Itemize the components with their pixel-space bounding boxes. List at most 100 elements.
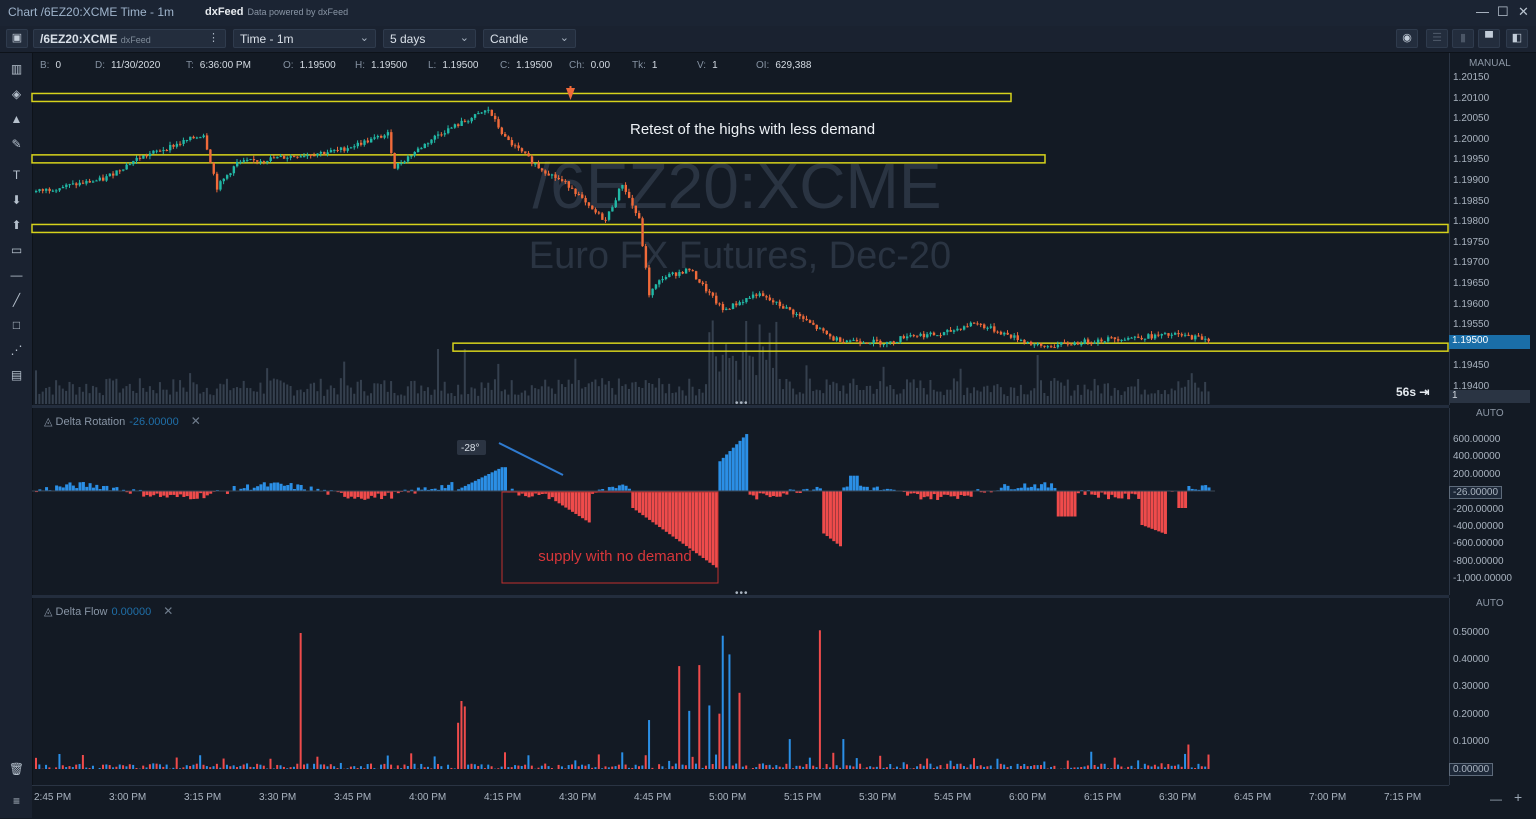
volume-bar	[1010, 387, 1012, 404]
candle-body	[105, 176, 107, 180]
candle-body	[290, 156, 292, 158]
delta-rotation-bar	[849, 476, 852, 491]
candle-body	[450, 128, 452, 129]
candle-body	[48, 189, 50, 191]
volume-bar	[889, 385, 891, 404]
angle-label: -28°	[461, 443, 479, 454]
delta-flow-bar	[1053, 766, 1055, 769]
delta-rotation-bar	[464, 486, 467, 491]
candle-body	[832, 336, 834, 340]
delta-flow-bar	[112, 767, 114, 769]
scale-mode-auto[interactable]: AUTO	[1476, 408, 1504, 419]
volume-bar	[1084, 385, 1086, 404]
scale-mode-manual[interactable]: MANUAL	[1469, 58, 1511, 69]
volume-bar	[648, 383, 650, 404]
candle-body	[554, 174, 556, 178]
zoom-in-icon[interactable]: +	[1514, 789, 1522, 805]
volume-bar	[1164, 390, 1166, 404]
delta-rotation-bar	[661, 491, 664, 529]
delta-flow-bar	[1164, 767, 1166, 769]
volume-bar	[189, 373, 191, 404]
minimize-button[interactable]: —	[1476, 4, 1489, 19]
volume-bar	[300, 390, 302, 404]
candle-body	[849, 341, 851, 342]
close-icon[interactable]: ✕	[191, 414, 201, 428]
main-price-scale[interactable]	[1449, 53, 1536, 405]
volume-bar	[1053, 378, 1055, 404]
delta-rotation-bar	[688, 491, 691, 548]
time-label: 3:45 PM	[334, 792, 371, 803]
volume-bar	[866, 386, 868, 404]
candle-body	[1063, 342, 1065, 343]
volume-bar	[226, 379, 228, 404]
volume-bar	[38, 394, 40, 404]
delta-flow-bar	[129, 764, 131, 769]
volume-bar	[635, 382, 637, 404]
scale-mode-auto[interactable]: AUTO	[1476, 598, 1504, 609]
volume-bar	[725, 344, 727, 404]
delta-flow-bar	[243, 764, 245, 769]
lock-icon[interactable]: ▮	[1452, 29, 1474, 48]
price-label: 1.19950	[1453, 154, 1489, 165]
delta-rotation-bar	[182, 491, 185, 497]
volume-bar	[380, 384, 382, 404]
delta-rotation-bar	[1187, 486, 1190, 491]
volume-bar	[387, 392, 389, 404]
candle-body	[1137, 337, 1139, 338]
close-button[interactable]: ✕	[1518, 4, 1529, 20]
candle-body	[1094, 343, 1096, 344]
template-icon[interactable]: ▀	[1478, 29, 1500, 48]
delta-flow-bar	[953, 766, 955, 769]
price-label: 1.19700	[1453, 257, 1489, 268]
candle-body	[1020, 340, 1022, 341]
delta-rotation-bar	[651, 491, 654, 522]
candle-body	[189, 137, 191, 140]
delta-rotation-bar	[645, 491, 648, 518]
pane-resize-grip[interactable]: •••	[735, 398, 749, 409]
volume-bar	[474, 389, 476, 404]
volume-bar	[986, 386, 988, 404]
candle-body	[249, 159, 251, 160]
delta-flow-bar	[337, 768, 339, 769]
candle-body	[943, 332, 945, 335]
volume-bar	[497, 364, 499, 404]
volume-tag: 1	[1449, 390, 1530, 403]
maximize-button[interactable]: ☐	[1497, 4, 1509, 20]
candle-body	[1084, 339, 1086, 344]
zoom-out-icon[interactable]: —	[1490, 792, 1502, 806]
supply-annotation: supply with no demand	[538, 548, 691, 565]
volume-bar	[839, 391, 841, 404]
candle-body	[1090, 343, 1092, 344]
candle-body	[440, 134, 442, 135]
delta-flow-bar	[648, 720, 650, 769]
delta-flow-bar	[551, 768, 553, 769]
candle-body	[692, 270, 694, 271]
candle-body	[444, 133, 446, 134]
volume-bar	[1090, 391, 1092, 404]
volume-bar	[960, 369, 962, 404]
volume-bar	[1007, 396, 1009, 404]
delta-flow-bar	[544, 764, 546, 769]
delta-flow-bar	[430, 768, 432, 769]
candle-body	[678, 272, 680, 276]
layout-icon[interactable]: ◧	[1506, 29, 1528, 48]
delta-rotation-bar	[286, 485, 289, 491]
delta-rotation-bar	[842, 487, 845, 491]
delta-rotation-bar	[919, 491, 922, 499]
delta-rotation-bar	[58, 486, 61, 491]
delta-flow-bar	[387, 756, 389, 769]
delta-flow-bar	[82, 755, 84, 769]
candle-body	[1201, 336, 1203, 339]
candle-body	[1007, 333, 1009, 335]
delta-rotation-bar	[584, 491, 587, 520]
candle-body	[136, 158, 138, 161]
delta-flow-bar	[879, 756, 881, 769]
delta-rotation-bar	[926, 491, 929, 496]
close-icon[interactable]: ✕	[163, 604, 173, 618]
volume-bar	[538, 389, 540, 404]
candle-body	[1067, 343, 1069, 345]
candle-body	[809, 320, 811, 323]
pane-resize-grip[interactable]: •••	[735, 588, 749, 599]
menu-icon[interactable]: ≡	[8, 793, 25, 810]
